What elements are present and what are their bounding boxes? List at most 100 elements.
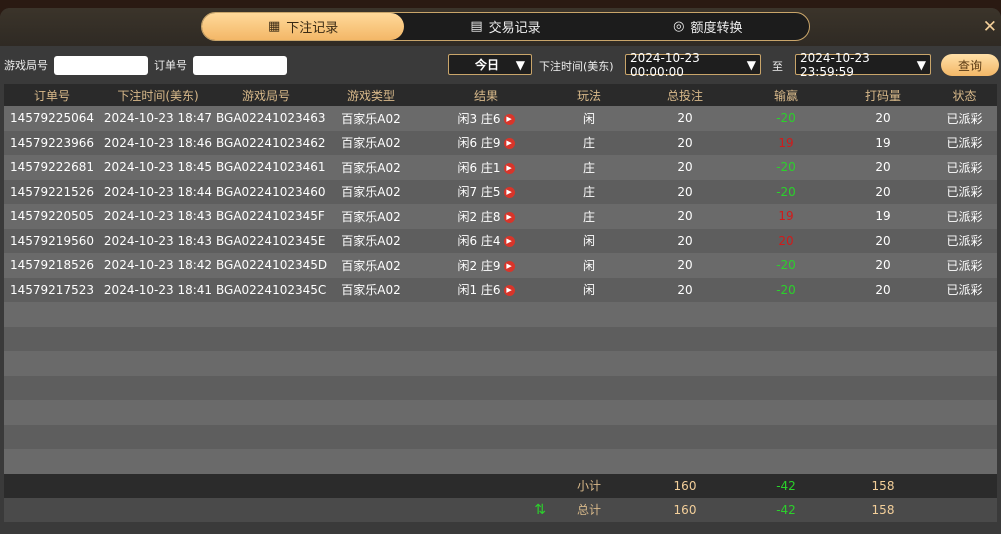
query-button[interactable]: 查询 bbox=[941, 54, 999, 76]
cell-value: 庄 bbox=[582, 209, 595, 224]
play-replay-icon[interactable]: ▶ bbox=[503, 113, 515, 125]
play-replay-icon[interactable]: ▶ bbox=[503, 187, 515, 199]
table-row[interactable]: 14579220505 2024-10-23 18:43 BGA0224102345… bbox=[4, 204, 997, 229]
end-time-select[interactable]: 2024-10-23 23:59:59 ▼ bbox=[795, 51, 931, 79]
tab-transaction-records[interactable]: ▤ 交易记录 bbox=[470, 19, 541, 36]
cell-value: 已派彩 bbox=[946, 283, 983, 298]
subtotal-value: 158 bbox=[871, 478, 895, 493]
play-replay-icon[interactable]: ▶ bbox=[503, 285, 515, 297]
cell: 已派彩 bbox=[932, 155, 997, 180]
cell: 闲6 庄1 ▶ bbox=[426, 155, 546, 180]
play-replay-icon[interactable]: ▶ bbox=[503, 211, 515, 223]
empty-row bbox=[4, 449, 997, 474]
start-time-select[interactable]: 2024-10-23 00:00:00 ▼ bbox=[625, 51, 761, 79]
cell: 闲2 庄9 ▶ bbox=[426, 253, 546, 278]
column-header: 下注时间(美东) bbox=[100, 84, 216, 106]
table-row[interactable]: 14579219560 2024-10-23 18:43 BGA0224102345… bbox=[4, 228, 997, 253]
cell: 19 bbox=[834, 130, 932, 155]
cell-value: 闲6 庄9 bbox=[457, 136, 501, 151]
table-row[interactable]: 14579217523 2024-10-23 18:41 BGA0224102345… bbox=[4, 277, 997, 302]
cell: BGA0224102345C bbox=[216, 277, 326, 302]
cell-value: BGA02241023463 bbox=[216, 111, 326, 126]
cell-value: 已派彩 bbox=[946, 258, 983, 273]
bet-records-panel: ▦ 下注记录 ▤ 交易记录 ◎ 额度转换 ✕ 游戏局号 订单号 今日 ▼ 下注时间(美东… bbox=[0, 8, 1001, 534]
cell: 14579222681 bbox=[4, 155, 100, 180]
cell-value: 20 bbox=[875, 233, 891, 248]
cell-value: 百家乐A02 bbox=[341, 283, 401, 298]
cell-value: 百家乐A02 bbox=[341, 136, 401, 151]
cell: 庄 bbox=[546, 204, 632, 229]
cell: 庄 bbox=[546, 130, 632, 155]
cell-value: 已派彩 bbox=[946, 185, 983, 200]
cell-value: 闲 bbox=[582, 283, 595, 298]
table-row[interactable]: 14579221526 2024-10-23 18:44 BGA0224102346… bbox=[4, 179, 997, 204]
cell: 2024-10-23 18:44 bbox=[100, 179, 216, 204]
clipboard-icon: ▤ bbox=[470, 19, 483, 34]
cell: BGA0224102345F bbox=[216, 204, 325, 229]
play-replay-icon[interactable]: ▶ bbox=[503, 162, 515, 174]
close-icon[interactable]: ✕ bbox=[982, 17, 997, 37]
play-replay-icon[interactable]: ▶ bbox=[503, 138, 515, 150]
column-header: 结果 bbox=[426, 84, 546, 106]
cell: 闲 bbox=[546, 106, 632, 131]
records-table: 订单号 下注时间(美东) 游戏局号 游戏类型 结果 玩法 总投注 输赢 打码量 状态 145792… bbox=[4, 84, 997, 522]
cell: 20 bbox=[632, 277, 738, 302]
top-bar: ▦ 下注记录 ▤ 交易记录 ◎ 额度转换 ✕ bbox=[0, 8, 1001, 46]
cell-value: 20 bbox=[677, 233, 693, 248]
cell-value: 庄 bbox=[582, 160, 595, 175]
cell-value: 已派彩 bbox=[946, 136, 983, 151]
play-replay-icon[interactable]: ▶ bbox=[503, 260, 515, 272]
cell-value: 14579218526 bbox=[10, 258, 94, 273]
subtotal-value: 小计 bbox=[576, 479, 601, 493]
cell: 闲7 庄5 ▶ bbox=[426, 179, 546, 204]
cell-value: 20 bbox=[677, 111, 693, 126]
cell: 闲 bbox=[546, 228, 632, 253]
cell-value: 2024-10-23 18:44 bbox=[103, 184, 213, 199]
cell: 已派彩 bbox=[932, 130, 997, 155]
tab-bet-records[interactable]: ▦ 下注记录 bbox=[202, 13, 405, 40]
table-row[interactable]: 14579218526 2024-10-23 18:42 BGA0224102345… bbox=[4, 253, 997, 278]
cell-value: 14579225064 bbox=[10, 111, 94, 126]
cell: 20 bbox=[834, 253, 932, 278]
cell: 19 bbox=[738, 204, 834, 229]
refresh-icon[interactable]: ⇅ bbox=[534, 501, 546, 518]
order-input[interactable] bbox=[193, 55, 287, 75]
table-row[interactable]: 14579222681 2024-10-23 18:45 BGA0224102346… bbox=[4, 155, 997, 180]
table-row[interactable]: 14579223966 2024-10-23 18:46 BGA0224102346… bbox=[4, 130, 997, 155]
cell: 闲2 庄8 ▶ bbox=[426, 204, 546, 229]
cell-value: 14579221526 bbox=[10, 184, 94, 199]
cell: 已派彩 bbox=[932, 253, 997, 278]
cell-value: 19 bbox=[778, 135, 794, 150]
cell: 20 bbox=[632, 228, 738, 253]
cell: 百家乐A02 bbox=[316, 179, 426, 204]
total-value: -42 bbox=[776, 502, 796, 517]
cell-value: BGA02241023462 bbox=[216, 135, 326, 150]
cell-value: -20 bbox=[776, 282, 796, 297]
cell-value: BGA0224102345E bbox=[216, 233, 326, 248]
tab-credit-transfer[interactable]: ◎ 额度转换 bbox=[673, 19, 743, 36]
cell: 百家乐A02 bbox=[316, 277, 426, 302]
cell: 闲3 庄6 ▶ bbox=[426, 106, 546, 131]
play-replay-icon[interactable]: ▶ bbox=[503, 236, 515, 248]
caret-down-icon: ▼ bbox=[916, 57, 926, 72]
cell-value: 百家乐A02 bbox=[341, 185, 401, 200]
round-input[interactable] bbox=[54, 55, 148, 75]
cell: 20 bbox=[834, 179, 932, 204]
column-header: 游戏局号 bbox=[216, 84, 316, 106]
cell: 已派彩 bbox=[932, 204, 997, 229]
cell-value: 2024-10-23 18:42 bbox=[103, 258, 213, 273]
cell-value: BGA0224102345F bbox=[216, 209, 325, 224]
cell: -20 bbox=[738, 253, 834, 278]
round-label: 游戏局号 bbox=[4, 59, 48, 72]
date-range-select[interactable]: 今日 ▼ bbox=[448, 54, 532, 75]
cell-value: 闲6 庄4 bbox=[457, 234, 501, 249]
cell: 2024-10-23 18:46 bbox=[100, 130, 216, 155]
cell: 20 bbox=[632, 253, 738, 278]
filter-bar: 游戏局号 订单号 今日 ▼ 下注时间(美东) 2024-10-23 00:00:0… bbox=[0, 46, 1001, 84]
table-row[interactable]: 14579225064 2024-10-23 18:47 BGA0224102346… bbox=[4, 106, 997, 131]
cell: 闲 bbox=[546, 277, 632, 302]
cell-value: 19 bbox=[778, 209, 794, 224]
cell: -20 bbox=[738, 277, 834, 302]
cell-value: 已派彩 bbox=[946, 160, 983, 175]
cell-value: 20 bbox=[677, 258, 693, 273]
